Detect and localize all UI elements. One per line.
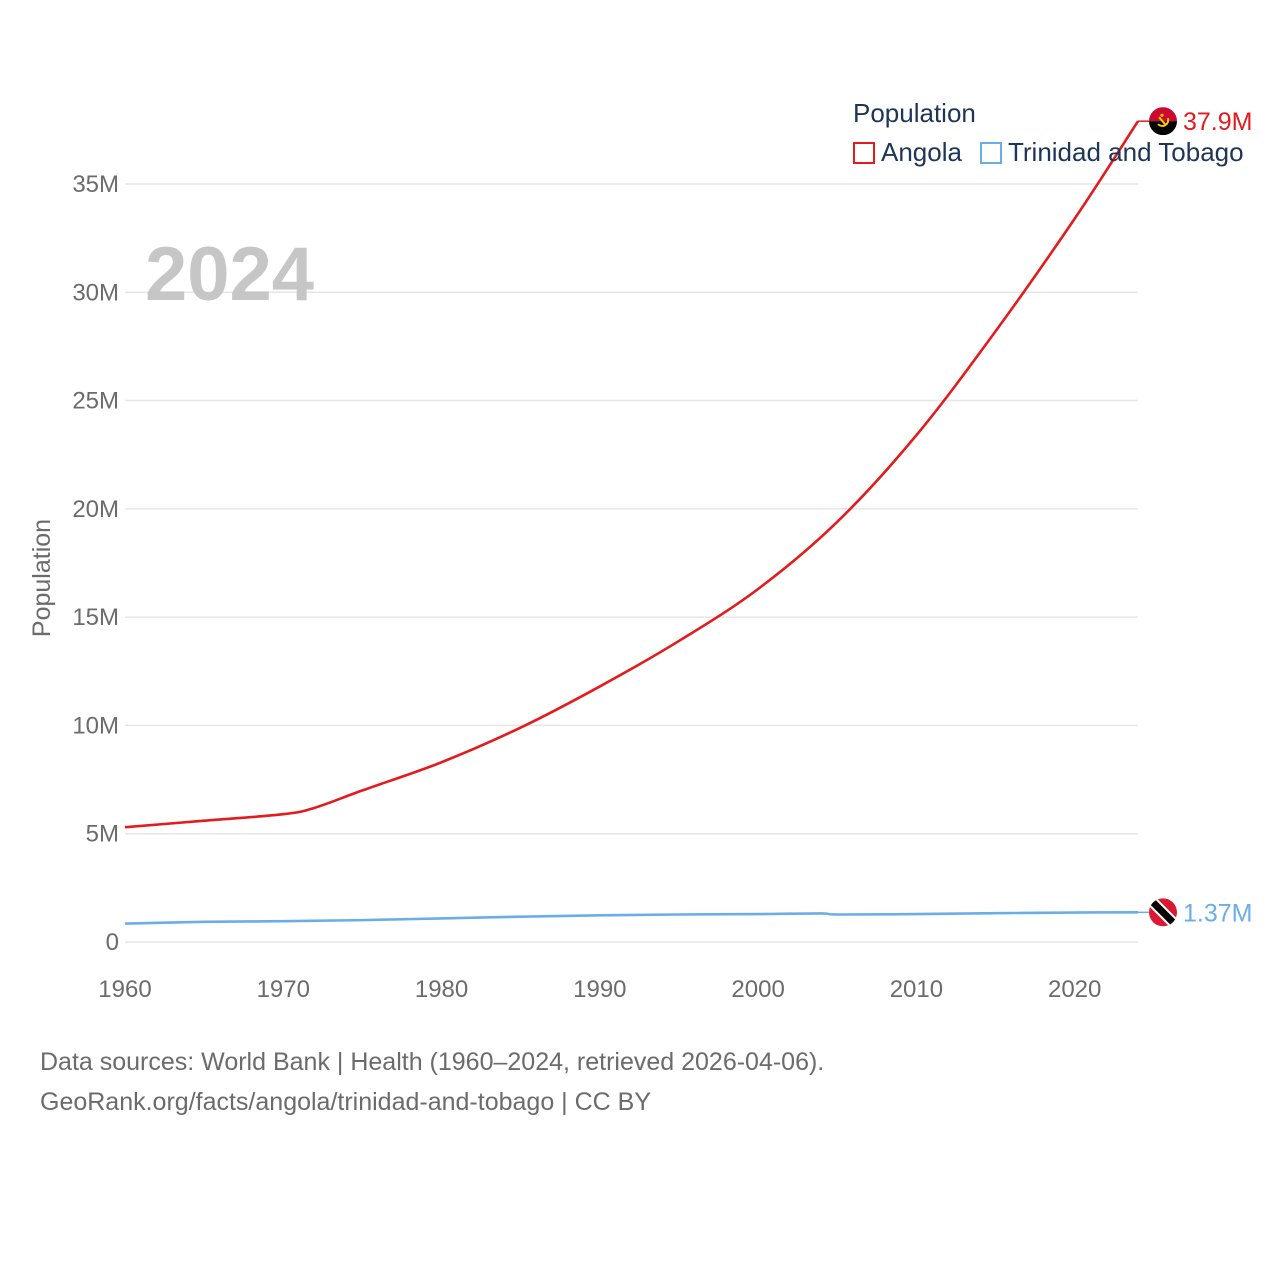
y-tick-label: 30M — [72, 279, 119, 306]
legend: Population Angola Trinidad and Tobago — [853, 98, 1262, 168]
gridlines — [125, 183, 1138, 943]
y-tick-label: 15M — [72, 604, 119, 631]
x-tick-label: 2020 — [1048, 976, 1101, 1003]
x-tick-label: 1970 — [257, 976, 310, 1003]
y-axis-title: Population — [28, 519, 56, 637]
legend-item-angola[interactable]: Angola — [853, 137, 962, 168]
x-tick-label: 1960 — [98, 976, 151, 1003]
y-tick-label: 5M — [86, 821, 119, 848]
y-tick-label: 0 — [106, 929, 119, 956]
x-tick-label: 2010 — [890, 976, 943, 1003]
series-line-angola[interactable] — [124, 120, 1140, 829]
x-tick-label: 1980 — [415, 976, 468, 1003]
legend-item-trinidad-and-tobago[interactable]: Trinidad and Tobago — [979, 137, 1244, 168]
end-value-label-trinidad-and-tobago: 1.37M — [1183, 899, 1252, 927]
legend-label-angola: Angola — [881, 137, 962, 167]
x-axis-ticks: 1960 1970 1980 1990 2000 2010 2020 — [98, 976, 1101, 1003]
x-tick-label: 2000 — [731, 976, 784, 1003]
legend-label-trinidad-and-tobago: Trinidad and Tobago — [1007, 137, 1244, 167]
legend-swatch-trinidad-and-tobago — [979, 141, 1002, 164]
legend-title: Population — [853, 98, 976, 128]
y-axis-ticks: 0 5M 10M 15M 20M 25M 30M 35M — [72, 171, 119, 956]
y-tick-label: 20M — [72, 496, 119, 523]
y-tick-label: 35M — [72, 171, 119, 198]
source-note: Data sources: World Bank | Health (1960–… — [40, 1042, 824, 1122]
source-line: Data sources: World Bank | Health (1960–… — [40, 1048, 825, 1076]
series-group: 37.9M 1.37M — [124, 107, 1252, 927]
source-link[interactable]: GeoRank.org/facts/angola/trinidad-and-to… — [40, 1088, 652, 1116]
angola-flag-icon — [1149, 107, 1177, 136]
legend-swatch-angola — [853, 141, 875, 164]
end-value-label-angola: 37.9M — [1183, 108, 1252, 136]
x-tick-label: 1990 — [573, 976, 626, 1003]
series-line-trinidad-and-tobago[interactable] — [124, 911, 1139, 925]
y-tick-label: 10M — [72, 712, 119, 739]
year-label: 2024 — [145, 232, 314, 317]
y-tick-label: 25M — [72, 388, 119, 415]
trinidad-and-tobago-flag-icon — [1149, 898, 1177, 927]
legend-items: Angola Trinidad and Tobago — [853, 137, 1262, 168]
